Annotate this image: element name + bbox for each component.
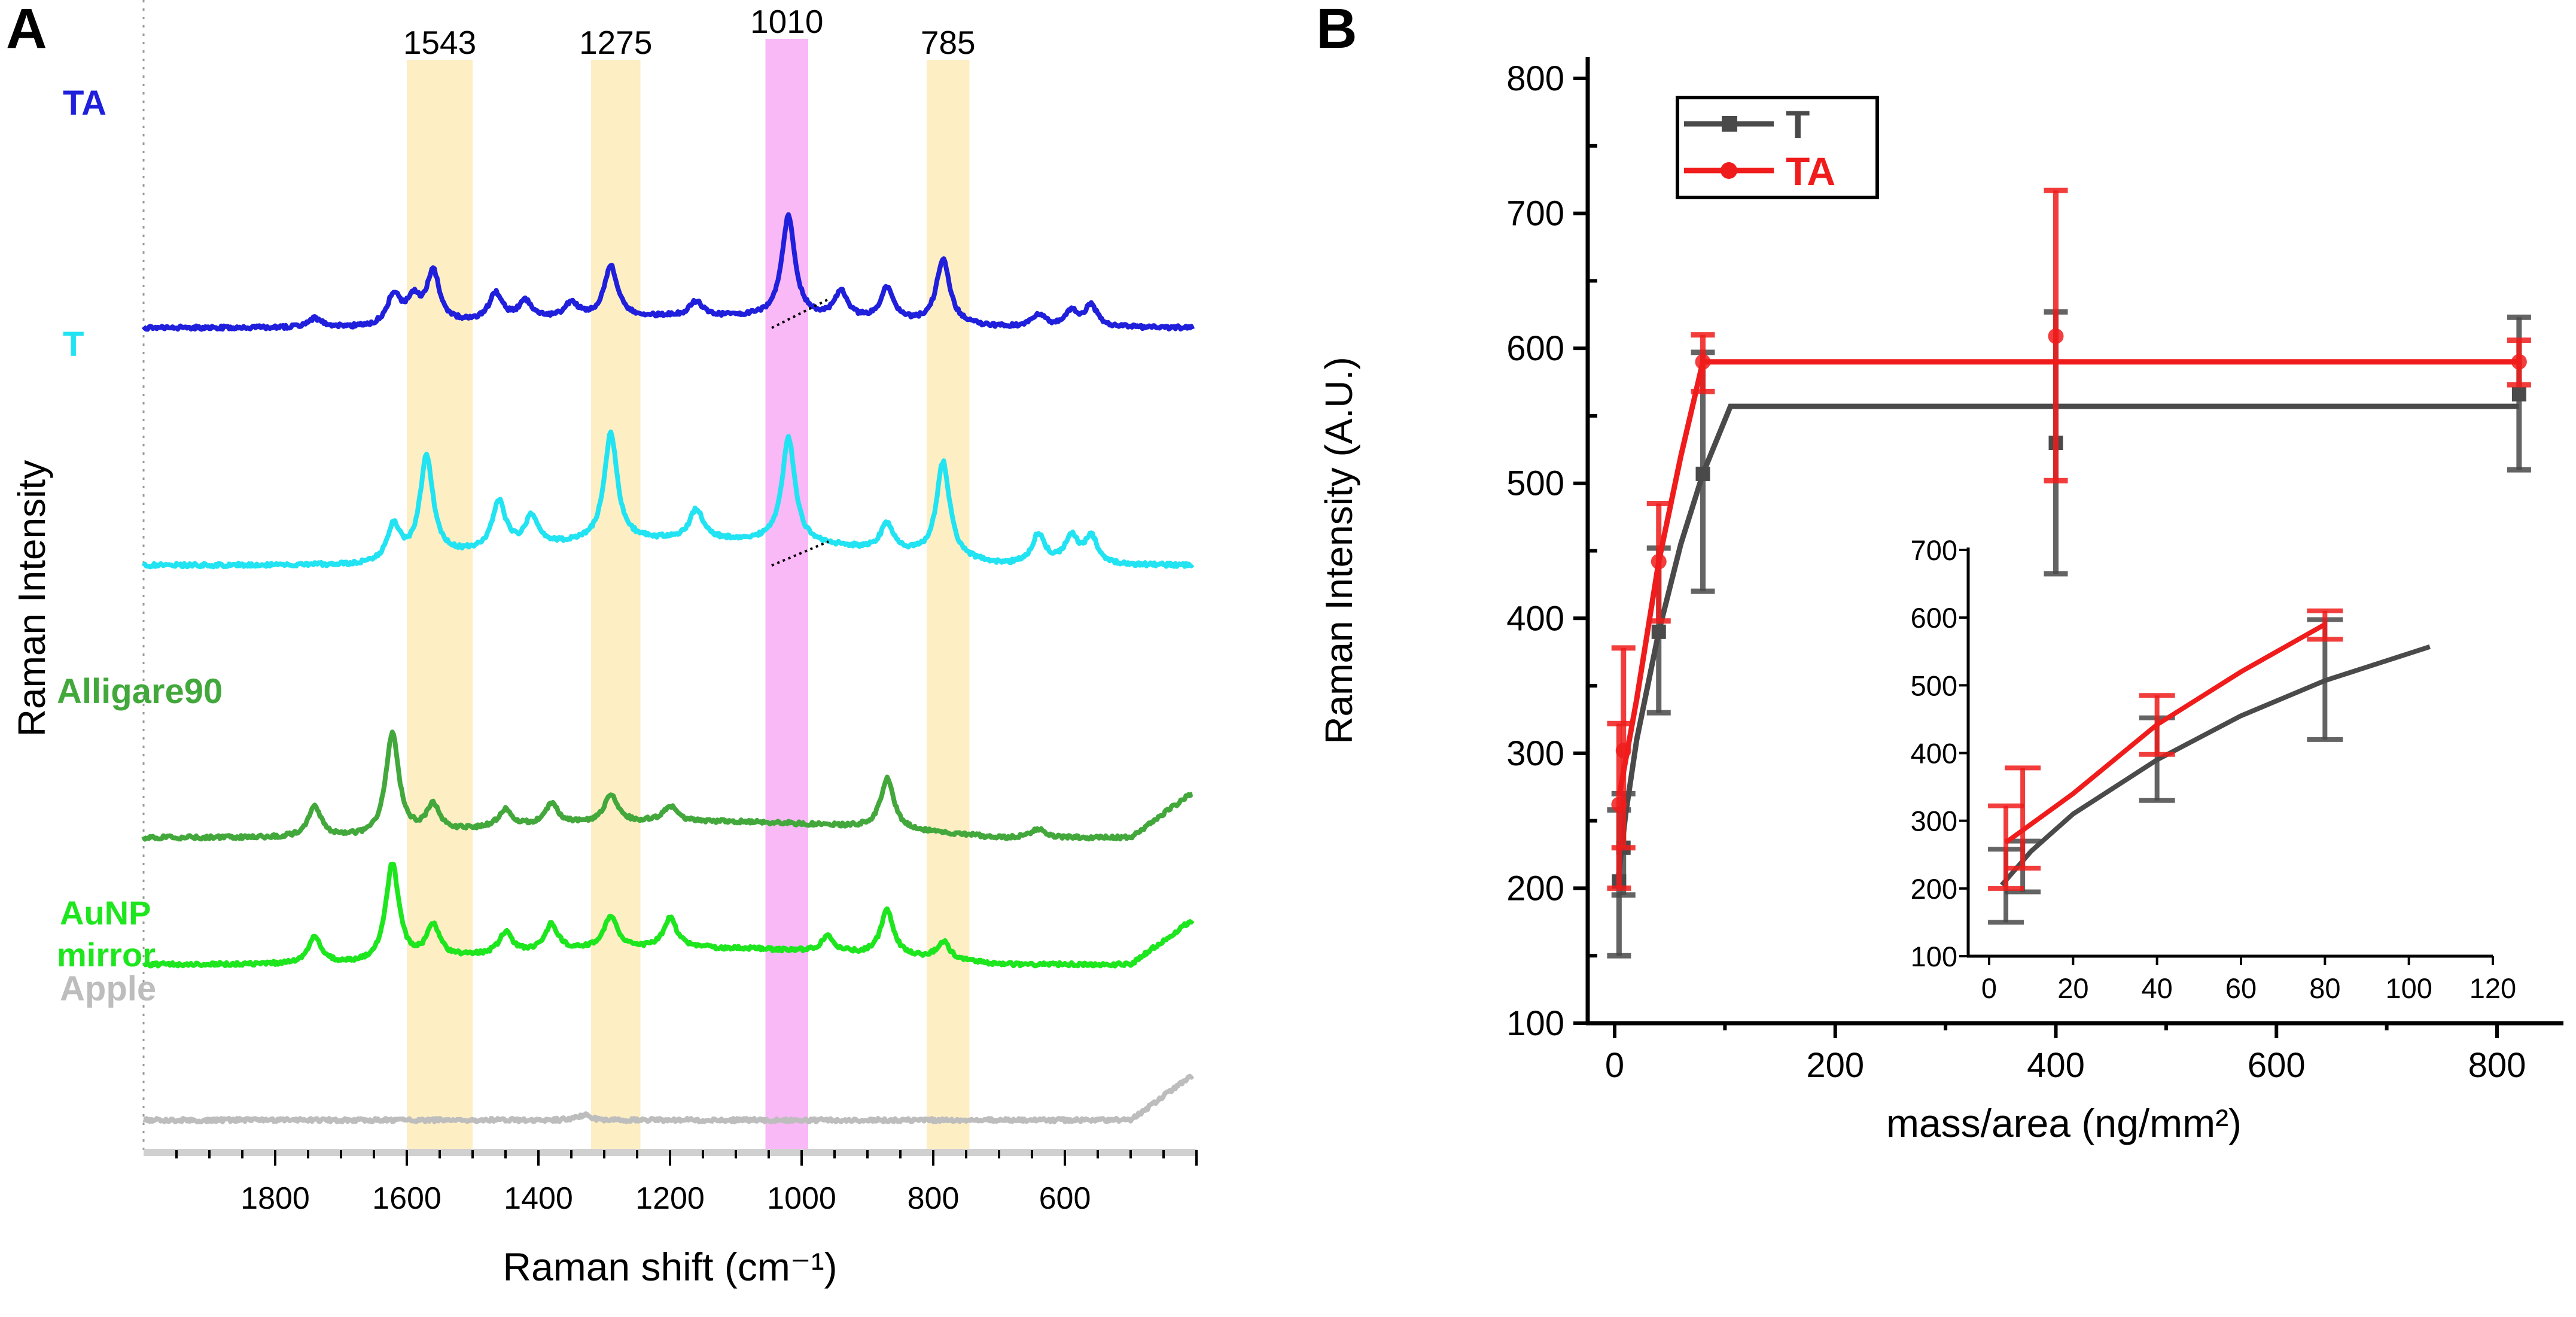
- band-1010: [765, 39, 808, 1155]
- band-label-1543: 1543: [403, 24, 476, 61]
- x-tick-label: 1400: [504, 1181, 573, 1216]
- baseline-t: [771, 540, 829, 567]
- y-tick-label: 800: [1506, 59, 1564, 98]
- panel-a: 1543 1275 1010 785 1800 1600 1400 1200 1000 800 60…: [10, 0, 1198, 1289]
- data-point-t: [1651, 624, 1666, 639]
- y-axis-title: Raman Intensity: [10, 460, 53, 737]
- data-point-ta: [1615, 743, 1631, 759]
- spectrum-apple: [142, 1073, 1195, 1124]
- data-point-ta: [2511, 354, 2527, 370]
- legend-label-t: T: [1786, 102, 1810, 147]
- y-axis-title: Raman Intensity (A.U.): [1317, 357, 1360, 744]
- x-axis-title: mass/area (ng/mm²): [1886, 1101, 2242, 1145]
- band-785: [927, 60, 970, 1155]
- y-tick-label: 100: [1506, 1004, 1564, 1043]
- y-tick-label: 200: [1506, 869, 1564, 908]
- inset-x-tick-label: 100: [2385, 972, 2432, 1004]
- x-axis-title: Raman shift (cm⁻¹): [503, 1245, 837, 1289]
- inset-x-tick-label: 60: [2225, 972, 2257, 1004]
- x-tick-label: 1200: [635, 1181, 705, 1216]
- inset-y-tick-label: 700: [1911, 534, 1957, 566]
- baseline-ta: [771, 298, 829, 329]
- data-point-ta: [1651, 553, 1667, 570]
- data-point-ta: [1695, 354, 1711, 370]
- band-label-785: 785: [921, 24, 976, 61]
- x-tick-label: 200: [1806, 1046, 1864, 1085]
- band-1543: [407, 60, 473, 1155]
- panel-label-b: B: [1316, 0, 1357, 60]
- inset-x-tick-label: 40: [2142, 972, 2173, 1004]
- spectrum-ta: [141, 212, 1195, 332]
- x-tick-label: 800: [908, 1181, 960, 1216]
- panel-label-a: A: [6, 0, 47, 60]
- inset-y-tick-label: 500: [1911, 670, 1957, 701]
- series-label-apple: Apple: [60, 969, 156, 1008]
- x-tick-label: 400: [2027, 1046, 2085, 1085]
- x-tick-label: 1800: [240, 1181, 310, 1216]
- x-tick-label: 1000: [767, 1181, 836, 1216]
- series-label-alligare90: Alligare90: [57, 672, 223, 711]
- inset-y-tick-label: 400: [1911, 738, 1957, 769]
- series-label-t: T: [63, 325, 84, 364]
- inset-x-tick-label: 20: [2057, 972, 2088, 1004]
- y-tick-label: 400: [1506, 599, 1564, 638]
- spectrum-alligare90: [141, 729, 1194, 842]
- band-label-1010: 1010: [750, 3, 823, 40]
- inset-y-tick-label: 100: [1911, 941, 1957, 972]
- inset-x-tick-label: 0: [1981, 972, 1997, 1004]
- inset-y-tick-label: 600: [1911, 602, 1957, 634]
- y-tick-label: 500: [1506, 464, 1564, 503]
- legend: [1676, 96, 1879, 199]
- inset-fit-line-t: [2000, 644, 2431, 887]
- data-point-t: [2511, 387, 2526, 402]
- legend-marker-ta: [1721, 162, 1737, 179]
- series-label-ta: TA: [63, 84, 106, 123]
- inset-y-tick-label: 200: [1911, 873, 1957, 905]
- fit-line-t: [1615, 403, 2519, 882]
- data-point-t: [1695, 466, 1710, 481]
- spectrum-aunp-mirror: [142, 862, 1195, 969]
- inset-fit-line-ta: [2004, 622, 2327, 845]
- band-label-1275: 1275: [579, 24, 652, 61]
- band-1275: [591, 60, 641, 1155]
- x-tick-label: 0: [1605, 1046, 1624, 1085]
- inset-x-tick-label: 120: [2470, 972, 2516, 1004]
- y-tick-label: 300: [1506, 734, 1564, 773]
- x-tick-label: 600: [1039, 1181, 1091, 1216]
- y-tick-label: 700: [1506, 194, 1564, 233]
- x-tick-label: 800: [2468, 1046, 2526, 1085]
- x-tick-label: 1600: [372, 1181, 441, 1216]
- series-label-auNP-mirror: AuNP mirror: [57, 894, 156, 974]
- inset-y-tick-label: 300: [1911, 805, 1957, 837]
- x-tick-label: 600: [2248, 1046, 2306, 1085]
- legend-label-ta: TA: [1786, 149, 1835, 193]
- fit-line-ta: [1616, 359, 2519, 797]
- legend-marker-t: [1722, 116, 1737, 132]
- spectrum-t: [141, 429, 1195, 570]
- inset-x-tick-label: 80: [2309, 972, 2340, 1004]
- data-point-ta: [2048, 328, 2064, 344]
- y-tick-label: 600: [1506, 329, 1564, 368]
